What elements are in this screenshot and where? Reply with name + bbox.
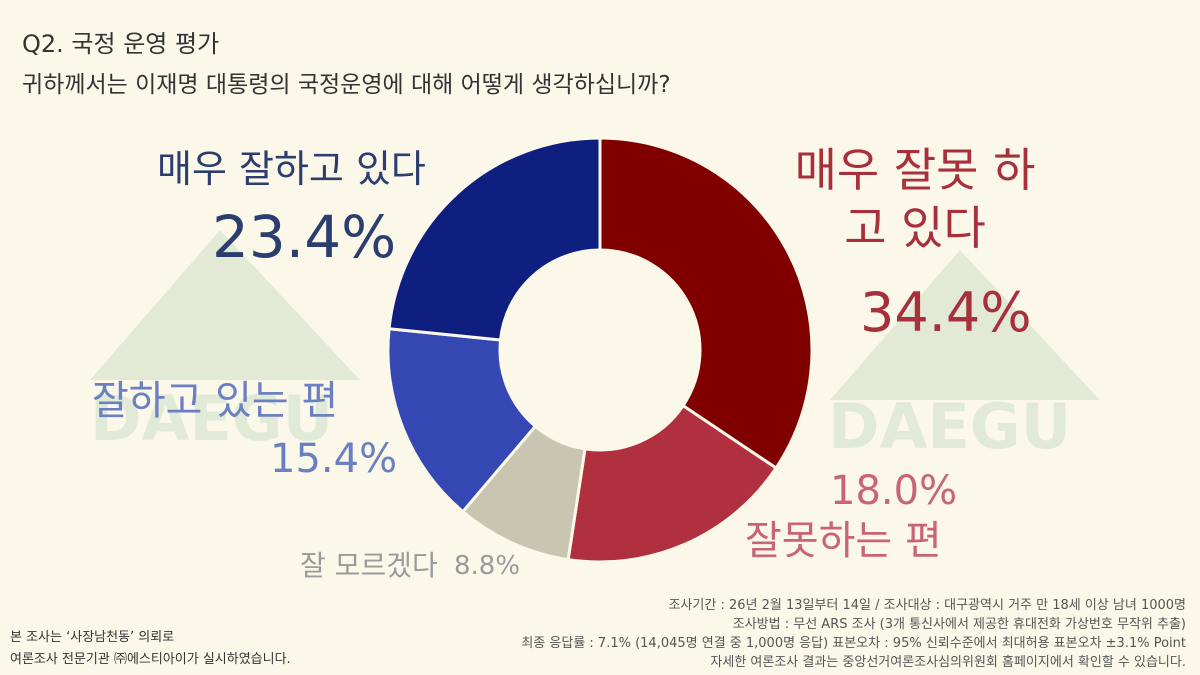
category-label: 잘하고 있는 편: [92, 378, 339, 424]
footnote: 조사기간 : 26년 2월 13일부터 14일 / 조사대상 : 대구광역시 거…: [668, 598, 1186, 613]
value-label: 23.4%: [212, 203, 397, 271]
footnote: 자세한 여론조사 결과는 중앙선거여론조사심의위원회 홈페이지에서 확인할 수 …: [710, 655, 1186, 670]
donut-slice: [566, 403, 779, 564]
donut-slice: [387, 136, 602, 342]
category-label: 매우 잘하고 있다: [157, 147, 426, 191]
category-label: 잘 모르겠다: [300, 549, 438, 582]
chart-subtitle: 귀하께서는 이재명 대통령의 국정운영에 대해 어떻게 생각하십니까?: [22, 72, 671, 98]
watermark: DAEGU: [828, 390, 1071, 463]
footnote: 최종 응답률 : 7.1% (14,045명 연결 중 1,000명 응답) 표…: [521, 636, 1186, 651]
footnotes: 조사기간 : 26년 2월 13일부터 14일 / 조사대상 : 대구광역시 거…: [521, 598, 1186, 670]
value-label: 18.0%: [830, 468, 958, 514]
category-label: 매우 잘못 하고 있다: [794, 143, 1036, 255]
value-label: 34.4%: [860, 281, 1032, 344]
footnote: 조사방법 : 무선 ARS 조사 (3개 통신사에서 제공한 휴대전화 가상번호…: [733, 617, 1186, 632]
watermark: DAEGU: [90, 382, 333, 455]
category-label: 잘못하는 편: [745, 518, 942, 564]
note-line: 여론조사 전문기관 ㈜에스티아이가 실시하였습니다.: [10, 652, 291, 667]
value-label: 15.4%: [270, 436, 398, 482]
value-label: 8.8%: [454, 551, 521, 581]
donut-slice: [598, 136, 814, 471]
chart-title: Q2. 국정 운영 평가: [22, 30, 219, 58]
note-line: 본 조사는 ‘사장남천동’ 의뢰로: [10, 630, 174, 645]
donut-slice: [386, 327, 538, 514]
watermark-logo: [90, 230, 1100, 400]
